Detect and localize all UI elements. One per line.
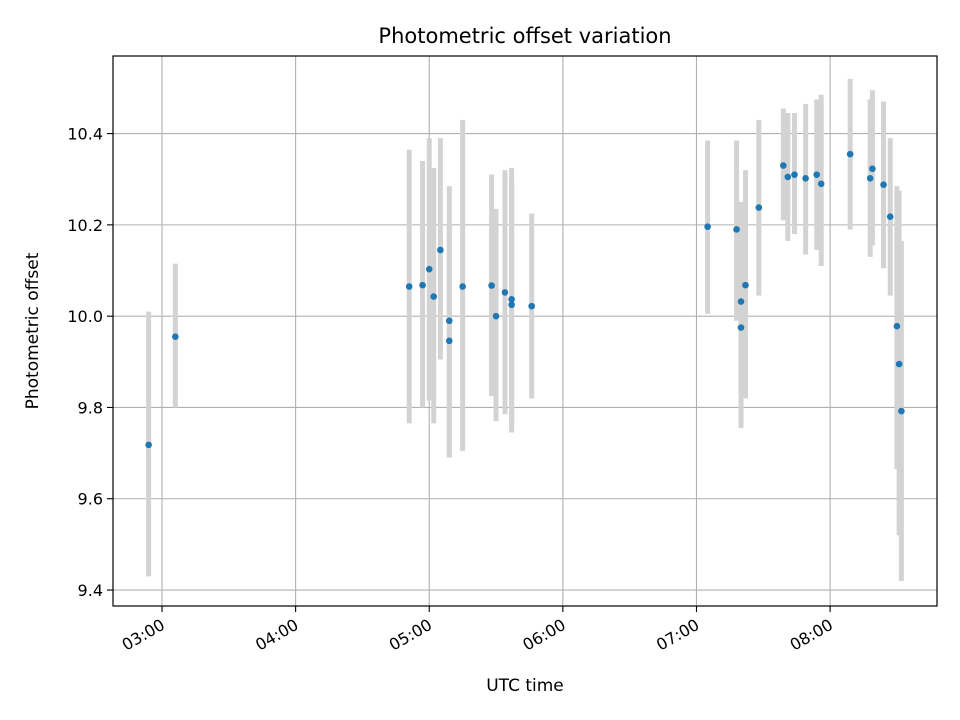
data-point <box>425 265 433 273</box>
data-point <box>755 204 763 211</box>
y-tick-label: 9.4 <box>78 581 103 600</box>
data-point <box>437 246 444 254</box>
data-point <box>813 171 821 178</box>
data-point <box>145 441 152 449</box>
data-point <box>405 283 413 290</box>
data-point <box>492 312 500 320</box>
data-point <box>895 360 903 368</box>
data-point <box>508 295 515 303</box>
y-axis-ticks: 9.4 9.6 9.8 10.0 10.2 10.4 <box>67 125 113 600</box>
data-point <box>737 324 745 331</box>
data-point <box>886 213 894 220</box>
x-axis-label: UTC time <box>486 676 564 696</box>
data-point <box>802 175 809 182</box>
chart-title: Photometric offset variation <box>378 24 671 48</box>
data-point <box>430 293 437 300</box>
data-point <box>508 301 515 309</box>
data-point <box>880 181 887 189</box>
y-tick-label: 10.2 <box>67 216 103 235</box>
data-point <box>528 302 535 310</box>
data-point <box>893 322 901 330</box>
y-tick-label: 10.4 <box>67 125 103 144</box>
data-point <box>733 226 740 233</box>
y-tick-label: 9.6 <box>78 490 103 509</box>
data-point <box>445 337 453 345</box>
data-point <box>869 165 876 173</box>
y-axis-label: Photometric offset <box>23 252 43 409</box>
data-point <box>846 150 854 158</box>
data-points <box>145 150 905 449</box>
data-point <box>459 283 466 290</box>
data-point <box>419 281 426 289</box>
data-point <box>791 171 798 178</box>
y-tick-label: 9.8 <box>78 398 103 417</box>
data-point <box>704 223 711 231</box>
data-point <box>784 173 792 181</box>
data-point <box>898 407 905 415</box>
plot-frame <box>112 55 938 607</box>
data-point <box>817 180 825 188</box>
y-tick-label: 10.0 <box>67 307 103 326</box>
data-point <box>737 298 745 305</box>
data-point <box>172 333 179 341</box>
data-point <box>780 162 787 169</box>
data-point <box>488 282 495 289</box>
data-point <box>742 281 749 289</box>
data-point <box>445 317 453 325</box>
data-point <box>866 175 874 182</box>
data-point <box>501 289 509 296</box>
